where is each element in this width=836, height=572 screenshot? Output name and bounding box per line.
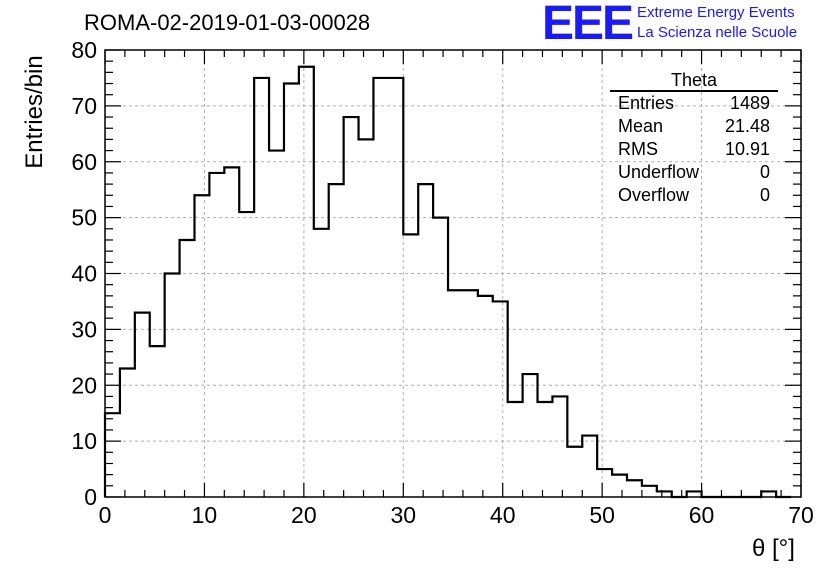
stats-value: 1489: [729, 93, 770, 113]
x-tick-label: 70: [788, 502, 814, 528]
stats-label: Mean: [618, 116, 664, 136]
stats-value: 0: [759, 185, 770, 205]
y-tick-label: 70: [71, 93, 97, 119]
x-tick-label: 10: [192, 502, 218, 528]
x-axis-label: θ [°]: [752, 535, 795, 562]
logo-caption-line1: Extreme Energy Events: [637, 4, 795, 21]
logo-caption-line2: La Scienza nelle Scuole: [637, 24, 798, 41]
y-axis-label: Entries/bin: [21, 55, 48, 169]
stats-row-rms: RMS 10.91: [610, 138, 778, 161]
stats-value: 21.48: [724, 116, 770, 136]
x-tick-label: 20: [291, 502, 317, 528]
stats-label: Underflow: [618, 162, 700, 182]
stats-row-underflow: Underflow 0: [610, 161, 778, 184]
tick-labels: 0 10 20 30 40 50 60 70 0 10 20 30 40 50 60 70 80: [71, 37, 813, 528]
x-tick-label: 0: [99, 502, 112, 528]
stats-label: RMS: [618, 139, 658, 159]
stats-label: Entries: [618, 93, 675, 113]
y-tick-label: 10: [71, 428, 97, 454]
y-tick-label: 20: [71, 372, 97, 398]
stats-value: 10.91: [724, 139, 770, 159]
eee-logo: EEE: [542, 0, 634, 50]
y-tick-label: 0: [84, 484, 97, 510]
y-tick-label: 30: [71, 316, 97, 342]
stats-title: Theta: [610, 70, 778, 92]
chart-title: ROMA-02-2019-01-03-00028: [84, 10, 371, 35]
x-tick-label: 50: [589, 502, 615, 528]
stats-box: Theta Entries 1489 Mean 21.48 RMS 10.91 …: [610, 70, 778, 207]
histogram-outline: [103, 65, 792, 499]
stats-label: Overflow: [618, 185, 690, 205]
y-tick-label: 80: [71, 37, 97, 63]
stats-row-entries: Entries 1489: [610, 92, 778, 115]
x-tick-label: 60: [689, 502, 715, 528]
x-tick-label: 30: [390, 502, 416, 528]
y-tick-label: 60: [71, 149, 97, 175]
y-tick-label: 50: [71, 205, 97, 231]
y-tick-label: 40: [71, 261, 97, 287]
stats-row-mean: Mean 21.48: [610, 115, 778, 138]
stats-value: 0: [759, 162, 770, 182]
x-tick-label: 40: [490, 502, 516, 528]
plot-frame: [104, 49, 802, 498]
stats-row-overflow: Overflow 0: [610, 184, 778, 207]
